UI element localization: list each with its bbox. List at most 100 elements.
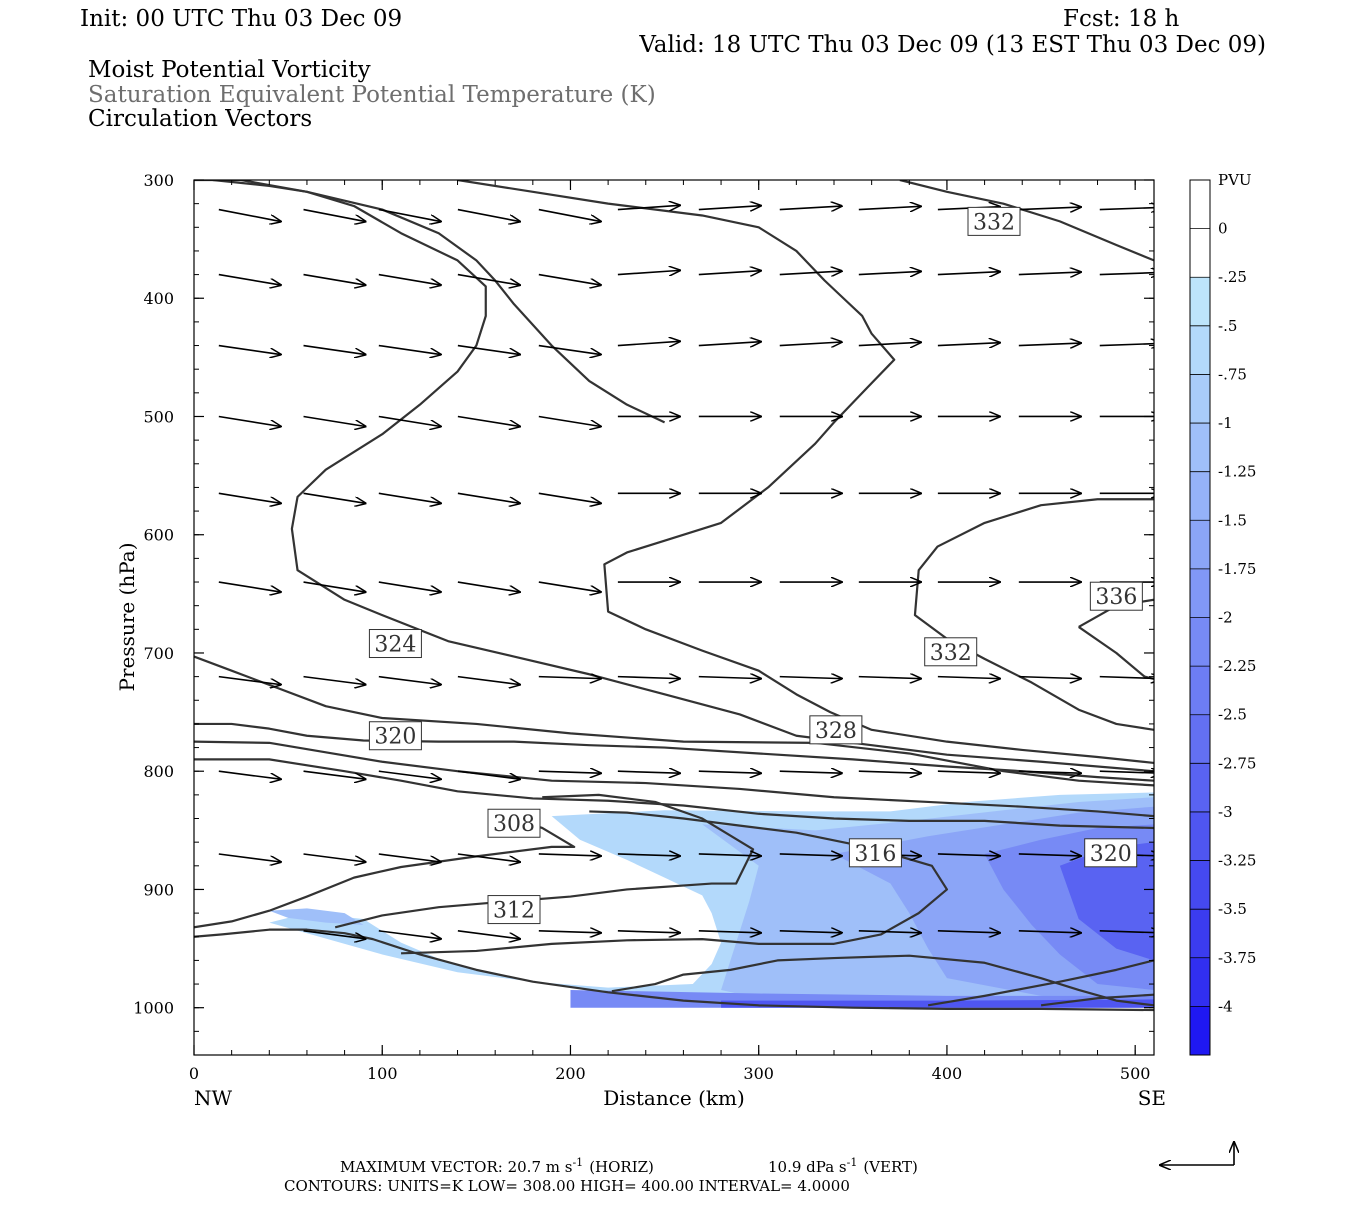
contour-label-box-8	[1084, 838, 1138, 868]
x-end-label-se: SE	[1138, 1086, 1166, 1110]
contour-308-1	[194, 815, 576, 929]
vector-2-3	[457, 344, 520, 355]
reference-vector	[1160, 1142, 1234, 1165]
vector-7-1	[303, 770, 366, 779]
contour-label-2: 332	[930, 641, 972, 666]
contour-336-12	[1078, 626, 1154, 681]
vector-0-0	[218, 208, 281, 222]
contour-label-4: 320	[374, 725, 416, 750]
vector-2-0	[218, 344, 281, 355]
contour-332-16	[913, 498, 1154, 731]
vector-3-0	[218, 415, 281, 426]
x-tick-500: 500	[1120, 1064, 1151, 1083]
vector-1-3	[457, 273, 520, 286]
colorbar-level-0: 0	[1218, 220, 1228, 238]
vector-9-5	[617, 931, 680, 933]
vector-8-3	[457, 853, 520, 862]
colorbar-level-3: -.75	[1218, 365, 1247, 383]
vector-9-9	[937, 931, 1000, 933]
contour-label-5: 328	[815, 719, 857, 744]
vector-0-8	[858, 206, 921, 209]
vector-0-3	[457, 208, 520, 222]
pv-region-7	[269, 908, 364, 925]
colorbar-level-6: -1.5	[1218, 511, 1247, 529]
vector-1-7	[779, 271, 842, 275]
vector-7-0	[218, 770, 281, 779]
vector-9-7	[779, 931, 842, 933]
colorbar-level-5: -1.25	[1218, 463, 1256, 481]
vector-3-3	[457, 415, 520, 426]
vector-1-2	[378, 273, 441, 286]
colorbar-level-16: -4	[1218, 997, 1233, 1015]
vector-8-10	[1018, 854, 1081, 856]
axis-ticks: 0 100 200 300 400 500 300 400 500 600 700 800 900 100…	[133, 171, 1154, 1083]
vector-2-11	[1099, 343, 1154, 345]
vector-4-4	[538, 492, 601, 503]
vector-8-7	[779, 854, 842, 856]
colorbar-level-9: -2.25	[1218, 657, 1256, 675]
contour-304-0	[194, 928, 1154, 1012]
vector-5-2	[378, 581, 441, 592]
colorbar-level-7: -1.75	[1218, 560, 1256, 578]
footer-contours: CONTOURS: UNITS=K LOW= 308.00 HIGH= 400.…	[284, 1177, 850, 1195]
vector-6-10	[1018, 677, 1081, 679]
contour-328-10	[194, 655, 1154, 787]
contour-328-14	[457, 180, 1154, 765]
contour-label-box-0	[967, 206, 1021, 236]
vector-1-4	[538, 273, 601, 286]
vector-6-8	[858, 677, 921, 679]
contour-320-6	[194, 740, 1154, 818]
colorbar-level-8: -2	[1218, 609, 1233, 627]
footer-vert: 10.9 dPa s-1 (VERT)	[768, 1156, 918, 1176]
circulation-vectors	[218, 205, 1154, 939]
contour-label-box-4	[368, 721, 422, 751]
colorbar-level-4: -1	[1218, 414, 1233, 432]
vector-1-8	[858, 271, 921, 274]
vector-7-5	[617, 771, 680, 773]
vector-2-1	[303, 344, 366, 355]
vector-0-6	[698, 206, 761, 210]
vector-1-0	[218, 273, 281, 286]
vector-2-7	[779, 342, 842, 346]
contour-label-8: 320	[1090, 842, 1132, 867]
vector-7-10	[1018, 771, 1081, 773]
colorbar-level-15: -3.75	[1218, 949, 1256, 967]
contour-label-1: 324	[374, 633, 416, 658]
y-tick-900: 900	[143, 880, 174, 899]
forecast-hour: Fcst: 18 h	[1063, 6, 1180, 32]
vector-6-2	[378, 675, 441, 685]
vector-1-5	[617, 270, 680, 274]
contour-label-box-9	[487, 895, 541, 925]
pv-region-4	[1059, 842, 1154, 961]
contour-320-8	[1040, 993, 1154, 1007]
vector-6-0	[218, 675, 281, 685]
colorbar-swatch-3	[1190, 325, 1210, 375]
colorbar-swatch-12	[1190, 763, 1210, 813]
contour-320-7	[927, 959, 1154, 1007]
x-tick-400: 400	[932, 1064, 963, 1083]
contour-label-box-2	[924, 637, 978, 667]
vector-2-4	[538, 344, 601, 355]
contour-312-3	[401, 810, 949, 955]
vector-4-1	[303, 492, 366, 503]
colorbar-swatch-13	[1190, 811, 1210, 862]
field-title-mpv: Moist Potential Vorticity	[88, 57, 371, 83]
contour-332-11	[212, 180, 666, 424]
colorbar-swatch-2	[1190, 277, 1210, 327]
vector-0-1	[303, 208, 366, 222]
vector-7-2	[378, 770, 441, 779]
contour-316-5	[611, 954, 1154, 1007]
y-tick-500: 500	[143, 407, 174, 426]
vector-1-1	[303, 273, 366, 286]
thetae-contours	[194, 180, 1154, 1012]
vector-0-5	[617, 205, 680, 209]
vector-6-11	[1099, 677, 1154, 679]
vector-5-0	[218, 581, 281, 592]
y-tick-1000: 1000	[133, 999, 174, 1018]
vector-2-5	[617, 341, 680, 345]
colorbar-swatch-6	[1190, 471, 1210, 521]
vector-8-4	[538, 854, 601, 856]
x-tick-100: 100	[367, 1064, 398, 1083]
vector-7-9	[937, 771, 1000, 773]
